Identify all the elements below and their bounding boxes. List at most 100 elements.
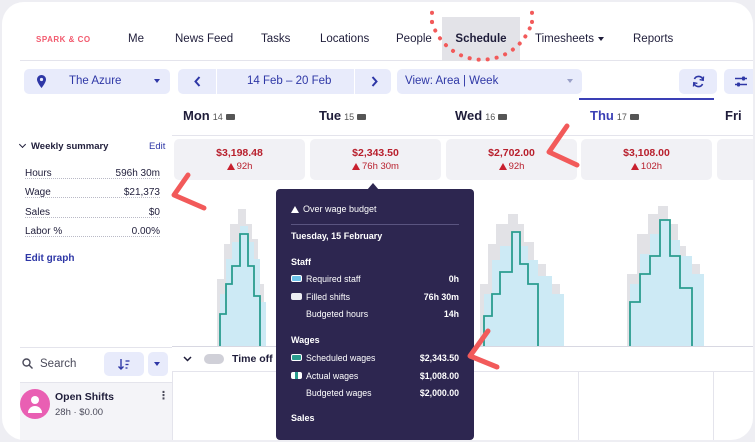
day-name: Wed — [455, 108, 483, 123]
nav-item-timesheets-label: Timesheets — [535, 33, 595, 45]
tooltip-section-staff: Staff — [291, 257, 311, 267]
day-number: 14 — [212, 112, 223, 122]
top-nav: SPARK & CO Me News Feed Tasks Locations … — [20, 17, 753, 61]
day-header-row: Mon 14 Tue 15 Wed 16 Thu 17 Fri — [172, 98, 753, 136]
wage-tooltip: Over wage budget Tuesday, 15 February St… — [276, 189, 474, 440]
tooltip-date: Tuesday, 15 February — [291, 231, 383, 241]
more-options-icon[interactable]: ⋮ — [158, 390, 169, 402]
search-input[interactable]: Search — [40, 358, 77, 370]
tooltip-section-wages: Wages — [291, 335, 320, 345]
day-hours: 102h — [581, 161, 712, 172]
camera-icon — [357, 113, 367, 120]
chevron-down-icon — [18, 140, 27, 149]
grid-line — [578, 372, 579, 440]
nav-item-me[interactable]: Me — [128, 33, 144, 45]
nav-item-timesheets[interactable]: Timesheets — [535, 33, 605, 45]
tooltip-title-text: Over wage budget — [303, 204, 377, 214]
tooltip-row-label: Actual wages — [306, 371, 359, 381]
day-header-mon[interactable]: Mon 14 — [183, 108, 235, 123]
summary-label: Hours — [25, 168, 52, 179]
tooltip-row-label: Required staff — [306, 274, 361, 284]
day-name: Tue — [319, 108, 342, 123]
summary-label: Sales — [25, 207, 51, 218]
tooltip-row-value: 0h — [448, 274, 459, 284]
nav-item-tasks[interactable]: Tasks — [261, 33, 291, 45]
dotted-leader — [25, 178, 160, 179]
legend-swatch — [291, 275, 302, 282]
tooltip-title: Over wage budget — [291, 204, 377, 214]
summary-label: Labor % — [25, 226, 63, 237]
time-off-toggle[interactable] — [204, 354, 224, 364]
grid-line — [713, 372, 714, 440]
open-shifts-row[interactable]: Open Shifts 28h · $0.00 ⋮ — [20, 382, 172, 440]
nav-item-people[interactable]: People — [396, 33, 432, 45]
sort-icon — [118, 359, 130, 370]
graph-day-mon — [217, 209, 266, 346]
warning-icon — [291, 206, 299, 213]
day-header-tue[interactable]: Tue 15 — [319, 108, 367, 123]
open-shifts-name: Open Shifts — [55, 391, 114, 403]
refresh-button[interactable] — [679, 69, 717, 94]
day-hours-value: 92h — [236, 161, 253, 172]
tooltip-row-value: 14h — [443, 309, 459, 319]
day-header-fri[interactable]: Fri — [725, 108, 742, 123]
summary-label: Wage — [25, 187, 51, 198]
legend-swatch — [291, 354, 302, 361]
avatar — [20, 389, 50, 419]
sort-dropdown-button[interactable] — [148, 352, 168, 376]
tooltip-arrow — [367, 183, 379, 190]
day-hours: 76h 30m — [310, 161, 441, 172]
summary-value: 596h 30m — [115, 168, 160, 179]
sort-button[interactable] — [104, 352, 144, 376]
day-wage-amount: $3,108.00 — [623, 147, 670, 159]
nav-item-schedule[interactable]: Schedule — [442, 17, 520, 61]
warning-icon — [226, 163, 235, 170]
edit-graph-link[interactable]: Edit graph — [25, 253, 75, 264]
day-wage-card-wed[interactable]: $2,702.00 92h — [446, 139, 577, 180]
tooltip-row-label: Budgeted wages — [306, 388, 372, 398]
open-shifts-summary: 28h · $0.00 — [55, 407, 104, 418]
dotted-leader — [25, 236, 160, 237]
settings-button[interactable] — [724, 69, 753, 94]
chevron-down-icon — [598, 36, 605, 41]
day-wage-card-tue[interactable]: $2,343.50 76h 30m — [310, 139, 441, 180]
brand-logo[interactable]: SPARK & CO — [36, 35, 91, 44]
search-bar: Search — [20, 347, 172, 381]
day-wage-card-thu[interactable]: $3,108.00 102h — [581, 139, 712, 180]
day-header-wed[interactable]: Wed 16 — [455, 108, 508, 123]
chevron-right-icon[interactable] — [371, 76, 378, 87]
dotted-leader — [25, 197, 160, 198]
divider — [291, 224, 459, 225]
location-label: The Azure — [69, 75, 122, 87]
summary-value: $0 — [148, 207, 160, 218]
day-name: Fri — [725, 108, 742, 123]
day-wage-amount: $3,198.48 — [216, 147, 263, 159]
grid-line — [172, 372, 173, 440]
day-wage-card-mon[interactable]: $3,198.48 92h — [174, 139, 305, 180]
day-hours: 92h — [446, 161, 577, 172]
weekly-summary-toggle[interactable]: Weekly summary — [18, 140, 108, 152]
date-range-picker: 14 Feb – 20 Feb — [178, 69, 391, 94]
day-number: 15 — [344, 112, 355, 122]
warning-icon — [352, 163, 360, 170]
tooltip-row-value: $2,343.50 — [419, 353, 459, 363]
location-select[interactable]: The Azure — [24, 69, 170, 94]
day-hours-value: 102h — [640, 161, 663, 172]
day-hours-value: 76h 30m — [362, 161, 399, 172]
day-wage-card-fri[interactable] — [717, 139, 753, 180]
camera-icon — [498, 113, 508, 120]
nav-item-locations[interactable]: Locations — [320, 33, 370, 45]
nav-item-news-feed[interactable]: News Feed — [175, 33, 234, 45]
chevron-left-icon[interactable] — [194, 76, 201, 87]
chevron-down-icon[interactable] — [183, 356, 192, 362]
weekly-summary-edit-link[interactable]: Edit — [149, 141, 166, 152]
location-pin-icon — [37, 75, 46, 88]
day-header-thu[interactable]: Thu 17 — [590, 108, 639, 123]
day-hours: 92h — [174, 161, 305, 172]
view-select[interactable]: View: Area | Week — [397, 69, 582, 94]
refresh-icon — [692, 75, 705, 88]
avatar-body — [28, 406, 42, 413]
date-range-label[interactable]: 14 Feb – 20 Feb — [247, 75, 332, 87]
nav-item-reports[interactable]: Reports — [633, 33, 674, 45]
